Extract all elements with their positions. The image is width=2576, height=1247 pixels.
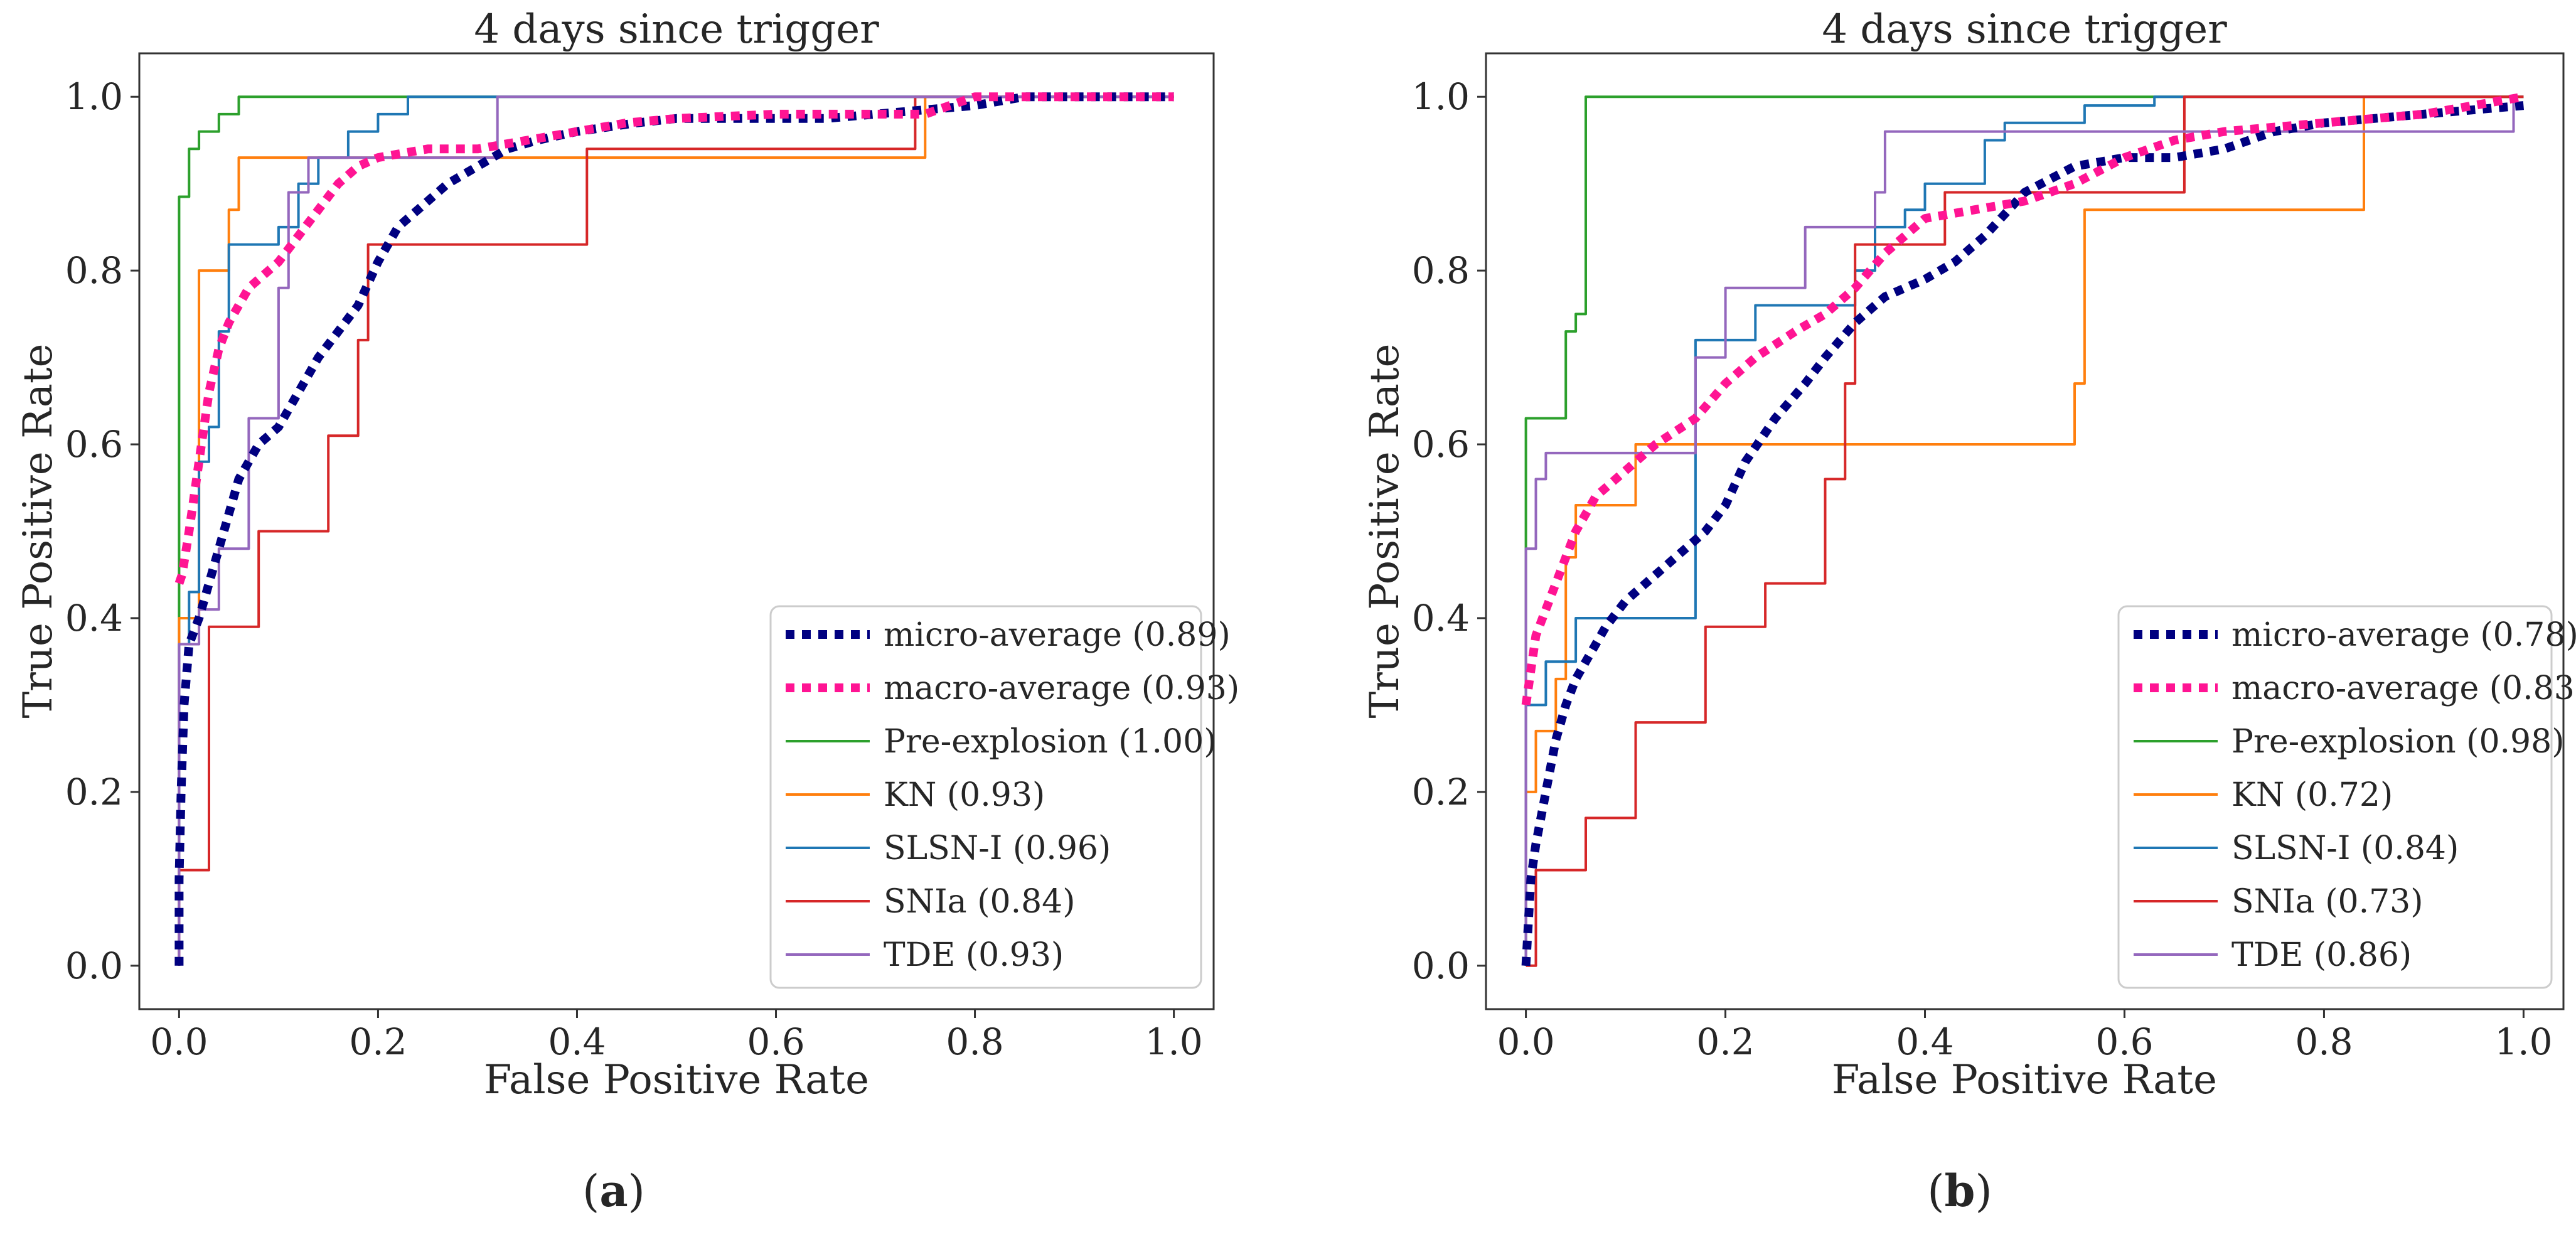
legend-entry-label: SNIa (0.84) xyxy=(884,883,1076,921)
roc-curve-pre-explosion xyxy=(178,95,1174,966)
legend-entry-label: micro-average (0.89) xyxy=(884,616,1231,654)
x-axis-label: False Positive Rate xyxy=(1832,1057,2217,1103)
chart-title: 4 days since trigger xyxy=(474,6,879,53)
legend-entry-label: SLSN-I (0.96) xyxy=(884,830,1111,867)
legend-entry-label: macro-average (0.83) xyxy=(2231,670,2576,707)
roc-curve-micro-average xyxy=(1521,101,2525,966)
roc-curve-micro-average xyxy=(174,92,1174,966)
legend-box xyxy=(2117,605,2553,989)
legend-entry-label: SLSN-I (0.84) xyxy=(2231,830,2459,867)
panel-label-letter: b xyxy=(1945,1165,1975,1217)
y-axis-label: True Positive Rate xyxy=(1362,344,1408,719)
x-tick-label: 0.0 xyxy=(1497,1020,1554,1063)
y-tick-label: 1.0 xyxy=(1412,75,1470,118)
panel-label-open: ( xyxy=(582,1165,599,1217)
y-tick-label: 0.0 xyxy=(65,945,123,987)
panel-label-a: (a) xyxy=(582,1165,645,1217)
x-axis-ticks: 0.0 0.2 0.4 0.6 0.8 1.0 xyxy=(150,1009,1203,1063)
y-axis-ticks: 0.0 0.2 0.4 0.6 0.8 1.0 xyxy=(1412,75,1486,987)
roc-curve-tde xyxy=(1524,97,2515,966)
y-tick-label: 0.0 xyxy=(1412,945,1470,987)
legend-entry-label: macro-average (0.93) xyxy=(884,670,1239,707)
chart-title: 4 days since trigger xyxy=(1822,6,2227,53)
roc-curves-b xyxy=(1521,92,2525,967)
x-tick-label: 0.6 xyxy=(747,1020,804,1063)
x-tick-label: 0.4 xyxy=(1896,1020,1953,1063)
x-tick-label: 0.6 xyxy=(2095,1020,2153,1063)
legend-entry-label: TDE (0.86) xyxy=(2231,936,2412,974)
y-axis-ticks: 0.0 0.2 0.4 0.6 0.8 1.0 xyxy=(65,75,139,987)
x-tick-label: 0.8 xyxy=(2295,1020,2353,1063)
y-tick-label: 0.6 xyxy=(1412,423,1470,466)
y-tick-label: 0.2 xyxy=(65,771,123,813)
x-axis-label: False Positive Rate xyxy=(484,1057,869,1103)
legend: micro-average (0.78) macro-average (0.83)… xyxy=(2117,605,2576,989)
roc-panel-b: 0.0 0.2 0.4 0.6 0.8 1.0 0.0 0.2 0.4 0.6 0.8 1.0 4 … xyxy=(1362,6,2576,1217)
panel-label-open: ( xyxy=(1927,1165,1944,1217)
legend-entry-label: TDE (0.93) xyxy=(884,936,1064,974)
legend-entry-label: Pre-explosion (1.00) xyxy=(884,723,1217,761)
y-axis-label: True Positive Rate xyxy=(15,344,61,719)
plot-frame xyxy=(1485,52,2565,1010)
x-tick-label: 1.0 xyxy=(1145,1020,1202,1063)
roc-curve-pre-explosion xyxy=(1524,95,2524,966)
y-tick-label: 0.8 xyxy=(1412,249,1470,292)
roc-curve-macro-average xyxy=(1521,92,2525,706)
legend-entry-label: SNIa (0.73) xyxy=(2231,883,2424,921)
roc-curve-slsn-i xyxy=(178,95,1174,966)
legend-entry-label: Pre-explosion (0.98) xyxy=(2231,723,2565,761)
plot-frame xyxy=(138,52,1215,1010)
x-tick-label: 0.2 xyxy=(1696,1020,1754,1063)
panel-label-letter: a xyxy=(599,1165,628,1217)
roc-curves-a xyxy=(174,92,1174,966)
panel-label-close: ) xyxy=(628,1165,645,1217)
roc-curve-snia xyxy=(178,95,1174,966)
legend-entry-label: KN (0.72) xyxy=(2231,776,2393,814)
x-tick-label: 0.2 xyxy=(349,1020,407,1063)
roc-curve-macro-average xyxy=(174,92,1174,585)
legend-box xyxy=(769,605,1202,989)
roc-curve-kn xyxy=(1524,95,2524,966)
x-tick-label: 0.0 xyxy=(150,1020,208,1063)
panel-label-b: (b) xyxy=(1927,1165,1992,1217)
roc-panel-a: 0.0 0.2 0.4 0.6 0.8 1.0 0.0 0.2 0.4 0.6 0.8 1.0 4 … xyxy=(15,6,1239,1217)
y-tick-label: 1.0 xyxy=(65,75,123,118)
y-tick-label: 0.2 xyxy=(1412,771,1470,813)
legend: micro-average (0.89) macro-average (0.93)… xyxy=(769,605,1239,989)
panel-label-close: ) xyxy=(1975,1165,1992,1217)
x-tick-label: 0.8 xyxy=(946,1020,1003,1063)
y-tick-label: 0.8 xyxy=(65,249,123,292)
y-tick-label: 0.4 xyxy=(1412,597,1470,640)
y-tick-label: 0.6 xyxy=(65,423,123,466)
x-tick-label: 1.0 xyxy=(2494,1020,2552,1063)
y-tick-label: 0.4 xyxy=(65,597,123,640)
legend-entry-label: micro-average (0.78) xyxy=(2231,616,2576,654)
x-axis-ticks: 0.0 0.2 0.4 0.6 0.8 1.0 xyxy=(1497,1009,2553,1063)
x-tick-label: 0.4 xyxy=(548,1020,606,1063)
legend-entry-label: KN (0.93) xyxy=(884,776,1045,814)
